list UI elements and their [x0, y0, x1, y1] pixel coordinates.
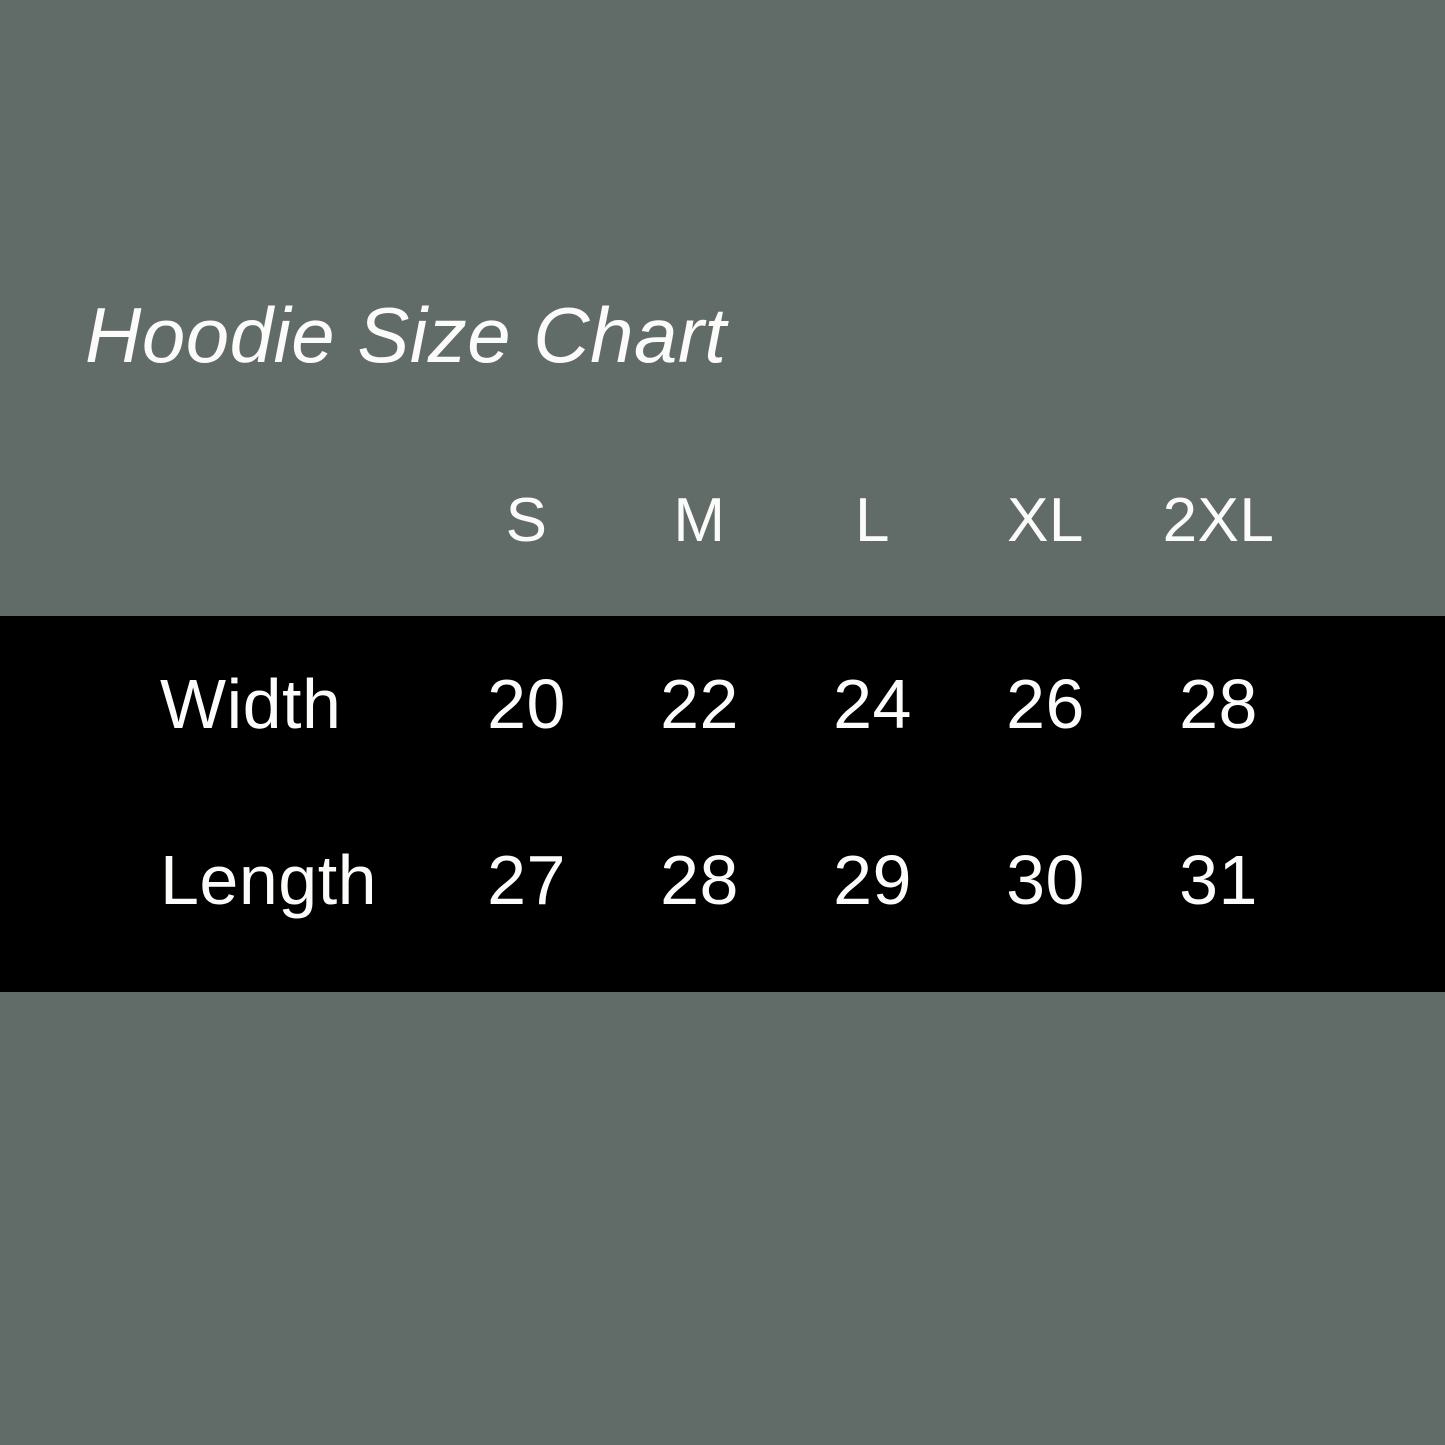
size-header-l: L	[855, 485, 890, 555]
measurements-band: Width 20 22 24 26 28 Length 27 28 29 30 …	[0, 616, 1445, 992]
size-header-2xl: 2XL	[1162, 485, 1275, 555]
length-value-l: 29	[833, 841, 912, 919]
length-value-s: 27	[487, 841, 566, 919]
row-label-width: Width	[160, 665, 342, 743]
width-value-s: 20	[487, 665, 566, 743]
size-header-m: M	[673, 485, 726, 555]
width-value-l: 24	[833, 665, 912, 743]
table-row-length: Length 27 28 29 30 31	[100, 792, 1305, 968]
length-value-2xl: 31	[1179, 841, 1258, 919]
width-value-2xl: 28	[1179, 665, 1258, 743]
width-value-xl: 26	[1006, 665, 1085, 743]
length-value-m: 28	[660, 841, 739, 919]
size-header-s: S	[505, 485, 548, 555]
row-label-length: Length	[160, 841, 378, 919]
page-title: Hoodie Size Chart	[85, 291, 727, 379]
size-header-row: S M L XL 2XL	[100, 470, 1305, 570]
width-value-m: 22	[660, 665, 739, 743]
length-value-xl: 30	[1006, 841, 1085, 919]
size-header-xl: XL	[1007, 485, 1084, 555]
table-row-width: Width 20 22 24 26 28	[100, 616, 1305, 792]
